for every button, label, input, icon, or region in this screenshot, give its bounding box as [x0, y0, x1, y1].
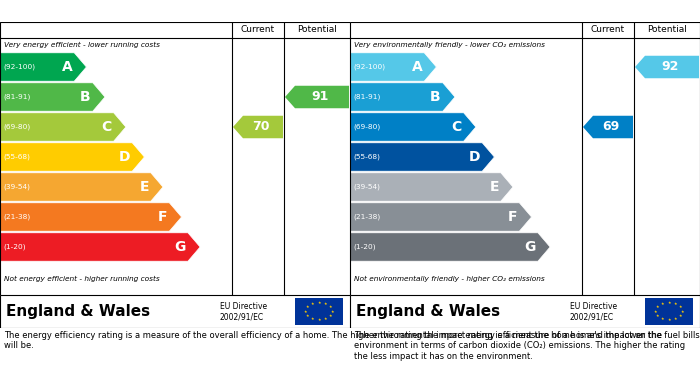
Text: England & Wales: England & Wales — [356, 304, 500, 319]
Polygon shape — [0, 113, 126, 141]
Polygon shape — [350, 53, 436, 81]
Polygon shape — [233, 116, 283, 138]
Text: (21-38): (21-38) — [3, 214, 30, 220]
Text: (69-80): (69-80) — [3, 124, 30, 130]
Polygon shape — [583, 116, 633, 138]
Polygon shape — [350, 143, 494, 171]
Text: ★: ★ — [667, 301, 671, 305]
Text: England & Wales: England & Wales — [6, 304, 150, 319]
Text: (92-100): (92-100) — [3, 64, 35, 70]
Text: (1-20): (1-20) — [3, 244, 26, 250]
Text: (55-68): (55-68) — [3, 154, 30, 160]
Text: ★: ★ — [330, 310, 334, 314]
Text: (81-91): (81-91) — [3, 94, 30, 100]
Text: EU Directive
2002/91/EC: EU Directive 2002/91/EC — [570, 302, 617, 321]
Text: F: F — [158, 210, 167, 224]
Text: ★: ★ — [679, 305, 682, 309]
Bar — [295, 298, 343, 325]
Text: (39-54): (39-54) — [3, 184, 30, 190]
Text: 69: 69 — [603, 120, 620, 133]
Polygon shape — [0, 83, 105, 111]
Text: (81-91): (81-91) — [353, 94, 380, 100]
Text: The energy efficiency rating is a measure of the overall efficiency of a home. T: The energy efficiency rating is a measur… — [4, 331, 700, 350]
Text: (55-68): (55-68) — [353, 154, 380, 160]
Text: C: C — [452, 120, 462, 134]
Text: Very energy efficient - lower running costs: Very energy efficient - lower running co… — [4, 42, 160, 48]
Text: EU Directive
2002/91/EC: EU Directive 2002/91/EC — [220, 302, 267, 321]
Text: The environmental impact rating is a measure of a home's impact on the environme: The environmental impact rating is a mea… — [354, 331, 685, 361]
Text: A: A — [412, 60, 422, 74]
Polygon shape — [0, 53, 86, 81]
Text: ★: ★ — [317, 318, 321, 322]
Text: (69-80): (69-80) — [353, 124, 380, 130]
Text: ★: ★ — [329, 305, 332, 309]
Text: ★: ★ — [674, 317, 678, 321]
Text: 92: 92 — [662, 61, 679, 74]
Text: Environmental Impact (CO₂) Rating: Environmental Impact (CO₂) Rating — [355, 6, 573, 16]
Text: ★: ★ — [679, 314, 682, 318]
Text: ★: ★ — [656, 305, 659, 309]
Text: Current: Current — [591, 25, 625, 34]
Text: D: D — [469, 150, 480, 164]
Text: Very environmentally friendly - lower CO₂ emissions: Very environmentally friendly - lower CO… — [354, 42, 545, 48]
Text: ★: ★ — [306, 305, 309, 309]
Text: ★: ★ — [311, 317, 314, 321]
Text: E: E — [489, 180, 499, 194]
Polygon shape — [0, 173, 163, 201]
Text: (1-20): (1-20) — [353, 244, 376, 250]
Text: ★: ★ — [311, 302, 314, 306]
Text: Not environmentally friendly - higher CO₂ emissions: Not environmentally friendly - higher CO… — [354, 276, 545, 282]
Text: D: D — [119, 150, 130, 164]
Polygon shape — [350, 233, 550, 261]
Text: 70: 70 — [252, 120, 270, 133]
Text: G: G — [174, 240, 186, 254]
Text: ★: ★ — [680, 310, 684, 314]
Text: E: E — [139, 180, 149, 194]
Text: F: F — [508, 210, 517, 224]
Text: C: C — [102, 120, 112, 134]
Polygon shape — [635, 56, 699, 78]
Polygon shape — [0, 143, 144, 171]
Text: ★: ★ — [661, 317, 664, 321]
Text: (39-54): (39-54) — [353, 184, 380, 190]
Text: ★: ★ — [324, 317, 328, 321]
Polygon shape — [285, 86, 349, 108]
Text: ★: ★ — [661, 302, 664, 306]
Text: Energy Efficiency Rating: Energy Efficiency Rating — [5, 6, 158, 16]
Text: 91: 91 — [312, 90, 329, 104]
Text: B: B — [430, 90, 441, 104]
Polygon shape — [0, 203, 181, 231]
Polygon shape — [350, 173, 513, 201]
Text: ★: ★ — [674, 302, 678, 306]
Bar — [645, 298, 693, 325]
Text: ★: ★ — [324, 302, 328, 306]
Text: (21-38): (21-38) — [353, 214, 380, 220]
Polygon shape — [350, 203, 531, 231]
Text: A: A — [62, 60, 72, 74]
Text: B: B — [80, 90, 91, 104]
Text: ★: ★ — [667, 318, 671, 322]
Text: ★: ★ — [304, 310, 307, 314]
Text: Not energy efficient - higher running costs: Not energy efficient - higher running co… — [4, 276, 160, 282]
Text: ★: ★ — [654, 310, 657, 314]
Text: G: G — [524, 240, 536, 254]
Polygon shape — [350, 83, 455, 111]
Polygon shape — [0, 233, 200, 261]
Text: ★: ★ — [329, 314, 332, 318]
Text: Potential: Potential — [297, 25, 337, 34]
Text: Potential: Potential — [647, 25, 687, 34]
Text: ★: ★ — [317, 301, 321, 305]
Text: ★: ★ — [306, 314, 309, 318]
Polygon shape — [350, 113, 476, 141]
Text: (92-100): (92-100) — [353, 64, 385, 70]
Text: Current: Current — [241, 25, 275, 34]
Text: ★: ★ — [656, 314, 659, 318]
